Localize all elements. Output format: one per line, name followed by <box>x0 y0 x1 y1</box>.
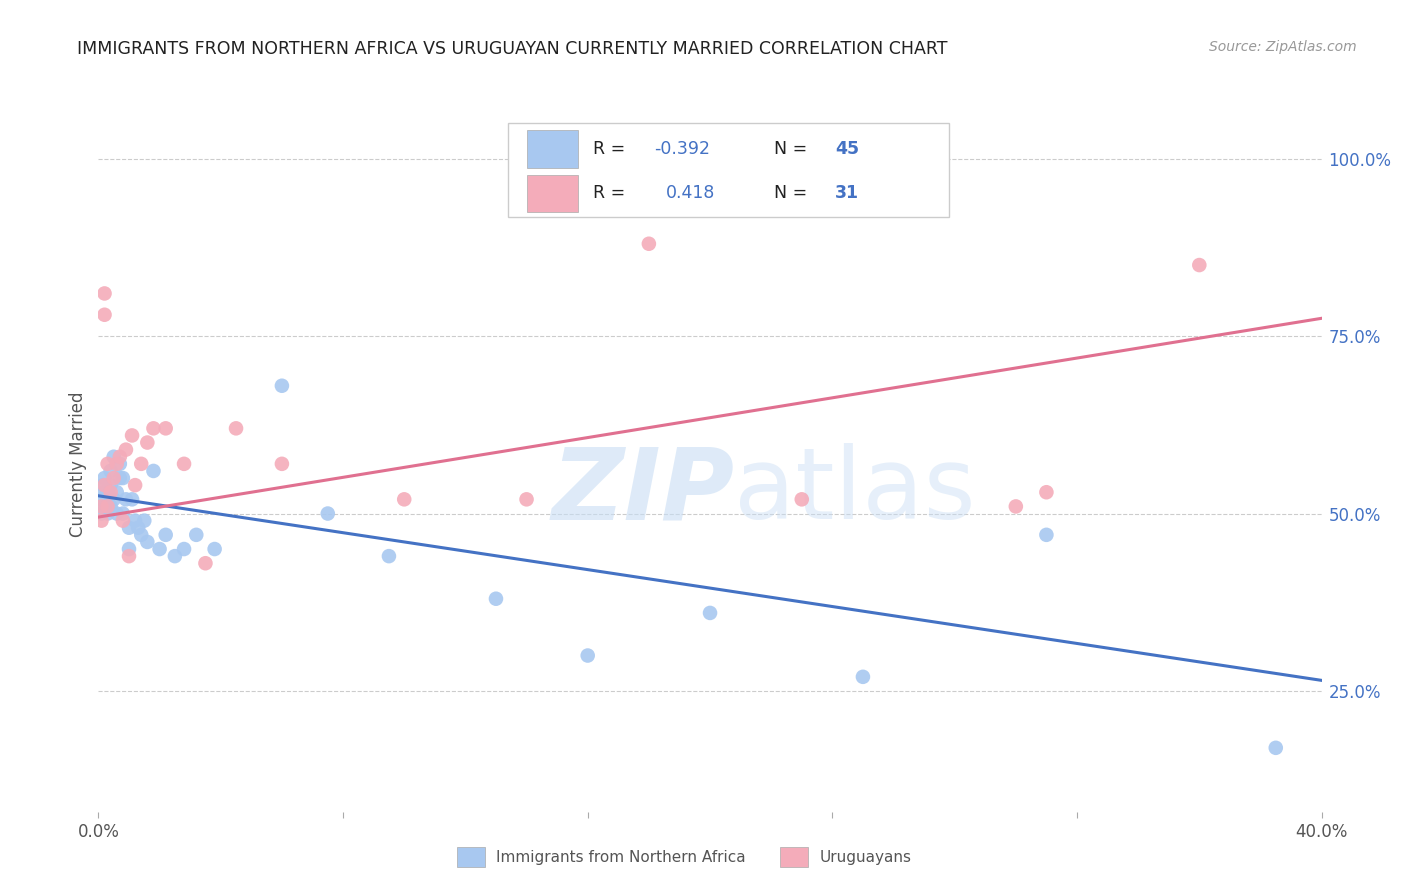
Point <box>90 507 112 521</box>
Point <box>637 236 661 251</box>
Point <box>97 485 120 500</box>
Point <box>115 492 138 507</box>
Point <box>129 457 152 471</box>
Point <box>136 535 159 549</box>
Point <box>93 485 115 500</box>
Point <box>93 500 115 514</box>
Point <box>111 471 134 485</box>
Point <box>100 478 122 492</box>
Point <box>163 549 186 563</box>
Point <box>93 478 115 492</box>
Point <box>142 421 165 435</box>
Point <box>173 457 195 471</box>
FancyBboxPatch shape <box>508 123 949 217</box>
Point <box>576 648 599 663</box>
Point <box>97 500 120 514</box>
Text: Immigrants from Northern Africa: Immigrants from Northern Africa <box>496 850 747 864</box>
Point <box>270 457 292 471</box>
Point <box>121 428 143 442</box>
Text: 31: 31 <box>835 185 859 202</box>
Text: atlas: atlas <box>734 443 976 541</box>
Point <box>118 542 141 557</box>
Text: N =: N = <box>773 140 813 158</box>
Point <box>111 507 134 521</box>
Text: 0.418: 0.418 <box>666 185 716 202</box>
Text: Uruguayans: Uruguayans <box>820 850 911 864</box>
Point <box>173 542 195 557</box>
Point <box>270 378 292 392</box>
FancyBboxPatch shape <box>527 175 578 212</box>
Point <box>93 286 115 301</box>
Point <box>186 528 208 542</box>
Text: Source: ZipAtlas.com: Source: ZipAtlas.com <box>1209 40 1357 54</box>
Point <box>105 457 128 471</box>
Point <box>100 485 122 500</box>
Point <box>93 308 115 322</box>
Point <box>134 514 156 528</box>
Text: IMMIGRANTS FROM NORTHERN AFRICA VS URUGUAYAN CURRENTLY MARRIED CORRELATION CHART: IMMIGRANTS FROM NORTHERN AFRICA VS URUGU… <box>77 40 948 58</box>
Point <box>699 606 721 620</box>
Point <box>485 591 508 606</box>
Point <box>194 556 217 570</box>
Point <box>316 507 339 521</box>
Point <box>118 549 141 563</box>
Point <box>100 500 122 514</box>
Text: -0.392: -0.392 <box>654 140 710 158</box>
Point <box>1035 528 1057 542</box>
Point <box>91 478 114 492</box>
Point <box>118 521 141 535</box>
Point <box>103 492 125 507</box>
Text: ZIP: ZIP <box>551 443 734 541</box>
Text: N =: N = <box>773 185 813 202</box>
Point <box>121 492 143 507</box>
Point <box>108 457 131 471</box>
Point <box>108 471 131 485</box>
Point <box>155 528 177 542</box>
Point <box>127 521 149 535</box>
Point <box>790 492 813 507</box>
Point <box>204 542 226 557</box>
Text: 45: 45 <box>835 140 859 158</box>
Y-axis label: Currently Married: Currently Married <box>69 391 87 537</box>
Point <box>93 471 115 485</box>
Point <box>103 471 125 485</box>
Point <box>155 421 177 435</box>
Text: R =: R = <box>592 140 630 158</box>
Point <box>378 549 401 563</box>
FancyBboxPatch shape <box>527 130 578 168</box>
Point <box>108 450 131 464</box>
Point <box>1004 500 1026 514</box>
Point <box>225 421 247 435</box>
Point <box>392 492 416 507</box>
Point <box>90 500 112 514</box>
Point <box>90 492 112 507</box>
Point <box>105 507 128 521</box>
Point <box>111 514 134 528</box>
Point <box>100 464 122 478</box>
Point <box>1035 485 1057 500</box>
Point <box>124 478 146 492</box>
Text: R =: R = <box>592 185 630 202</box>
Point <box>105 485 128 500</box>
Point <box>103 450 125 464</box>
Point <box>142 464 165 478</box>
Point <box>97 457 120 471</box>
Point <box>124 514 146 528</box>
Point <box>129 528 152 542</box>
Point <box>1188 258 1211 272</box>
Point <box>97 507 120 521</box>
Point <box>149 542 172 557</box>
Point <box>97 492 120 507</box>
Point <box>1264 740 1286 755</box>
Point <box>90 514 112 528</box>
Point <box>516 492 538 507</box>
Point <box>852 670 875 684</box>
Point <box>115 442 138 457</box>
Point <box>136 435 159 450</box>
